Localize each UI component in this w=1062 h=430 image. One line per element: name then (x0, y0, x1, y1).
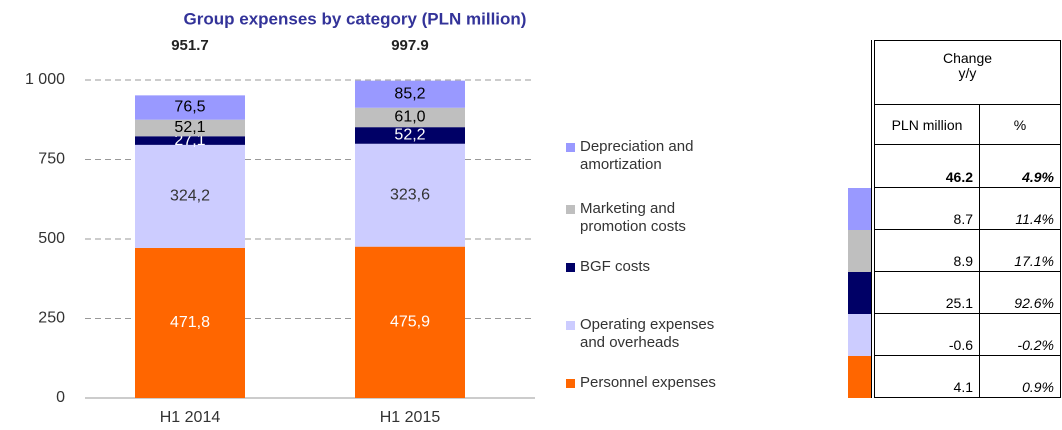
value-label: 471,8 (170, 314, 210, 331)
bar-segment (355, 143, 465, 247)
value-label: 76,5 (174, 99, 205, 116)
value-label: 61,0 (394, 109, 425, 126)
bar-segment (135, 247, 245, 398)
y-tick-label: 0 (56, 389, 65, 406)
bar-segment (135, 95, 245, 120)
y-tick-label: 750 (38, 151, 65, 168)
value-label: 475,9 (390, 314, 430, 331)
table-cell: -0.6 (875, 314, 980, 356)
bar-segment (355, 107, 465, 128)
legend-item: Marketing and promotion costs (566, 200, 741, 236)
table-cell: 46.2 (875, 145, 980, 188)
value-label: 52,2 (394, 127, 425, 144)
legend-item: Personnel expenses (566, 374, 741, 392)
y-tick-label: 250 (38, 310, 65, 327)
bar-segment (355, 246, 465, 398)
legend-swatch (566, 263, 575, 272)
y-tick-label: 1 000 (25, 71, 65, 88)
table-cell: 0.9% (980, 356, 1061, 398)
table-cell: 11.4% (980, 188, 1061, 230)
legend-label: Operating expenses and overheads (580, 316, 715, 351)
total-label: 951.7 (171, 37, 209, 54)
bar-segment (135, 144, 245, 248)
chart: Group expenses by category (PLN million)… (25, 9, 535, 426)
bar-segment (355, 80, 465, 108)
table-cell: 8.7 (875, 188, 980, 230)
table-cell: 8.9 (875, 230, 980, 272)
table-header-line: y/y (958, 65, 977, 81)
bar-segment (355, 127, 465, 144)
y-tick-label: 500 (38, 230, 65, 247)
value-label: 323,6 (390, 186, 430, 203)
table-cell: 92.6% (980, 272, 1061, 314)
legend-item: Operating expenses and overheads (566, 316, 741, 352)
table-cell: -0.2% (980, 314, 1061, 356)
row-swatch (848, 314, 871, 356)
value-label: 52,1 (174, 119, 205, 136)
row-swatch (848, 230, 871, 272)
table-cell: 25.1 (875, 272, 980, 314)
total-label: 997.9 (391, 37, 429, 54)
row-swatch (848, 188, 871, 230)
legend-item: BGF costs (566, 258, 741, 276)
table-header: Change y/y (875, 40, 1061, 105)
legend-label: BGF costs (580, 258, 651, 275)
legend-swatch (566, 379, 575, 388)
chart-title: Group expenses by category (PLN million) (184, 9, 527, 28)
table-cell: 4.9% (980, 145, 1061, 188)
table-double-border (871, 40, 875, 398)
table-cell: 4.1 (875, 356, 980, 398)
column-header: PLN million (875, 105, 980, 145)
value-label: 324,2 (170, 188, 210, 205)
row-swatch (848, 272, 871, 314)
legend-label: Marketing and promotion costs (580, 200, 686, 235)
x-tick-label: H1 2015 (380, 409, 441, 426)
legend-label: Depreciation and amortization (580, 138, 694, 173)
bar-segment (135, 136, 245, 145)
legend-swatch (566, 321, 575, 330)
column-header: % (980, 105, 1061, 145)
table-cell: 17.1% (980, 230, 1061, 272)
legend-swatch (566, 143, 575, 152)
x-tick-label: H1 2014 (160, 409, 221, 426)
table-header-line: Change (942, 50, 993, 66)
legend-swatch (566, 205, 575, 214)
bar-segment (135, 119, 245, 137)
row-swatch (848, 356, 871, 398)
legend-label: Personnel expenses (580, 374, 716, 391)
value-label: 85,2 (394, 85, 425, 102)
legend-item: Depreciation and amortization (566, 138, 741, 174)
